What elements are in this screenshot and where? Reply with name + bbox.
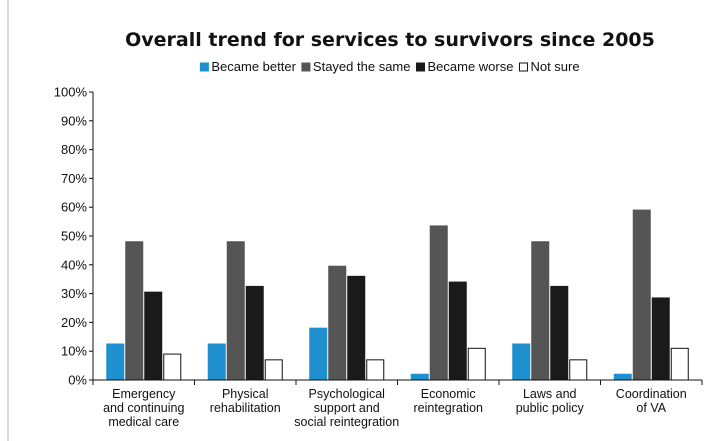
bar-stayed-the-same-coordination-of-va [632,209,651,381]
bar-stayed-the-same-physical-rehabilitation [226,241,245,381]
bar-became-worse-coordination-of-va [651,297,670,381]
bar-became-better-coordination-of-va [613,373,632,381]
bars-group [106,209,689,381]
x-category-label-line: Emergency [112,387,176,401]
x-category-label: Coordination of VA [616,387,687,415]
bar-became-worse-physical-rehabilitation [245,285,264,381]
y-tick-label: 100% [54,85,88,100]
bar-not-sure-psychological-support-and-social-reintegration [366,359,385,381]
x-category-label-line: reintegration [414,401,484,415]
bar-not-sure-emergency-and-continuing-medical-care [163,353,182,381]
legend-swatch-stayed-the-same [301,62,311,72]
bar-stayed-the-same-psychological-support-and-social-reintegration [328,265,347,381]
x-category-label-line: Coordination [616,387,687,401]
x-category-label-line: Economic [421,387,476,401]
legend-label-stayed-the-same: Stayed the same [313,59,411,74]
y-tick-label: 40% [61,257,87,272]
x-category-label-line: rehabilitation [210,401,281,415]
y-tick-label: 50% [61,229,87,244]
bar-not-sure-coordination-of-va [670,347,689,381]
y-tick-label: 30% [61,286,87,301]
bar-became-worse-laws-and-public-policy [550,285,569,381]
page-left-border [7,0,9,441]
legend-item-not-sure: Not sure [518,59,580,74]
x-category-label-line: and continuing [103,401,184,415]
bar-stayed-the-same-economic-reintegration [429,225,448,381]
x-category-label-line: medical care [108,415,179,429]
bar-not-sure-economic-reintegration [467,347,486,381]
bar-became-better-laws-and-public-policy [512,343,531,381]
x-category-label-line: public policy [516,401,585,415]
y-tick-label: 10% [61,344,87,359]
x-category-label-line: Laws and [523,387,577,401]
y-tick-label: 80% [61,142,87,157]
y-tick-label: 60% [61,200,87,215]
x-category-label: Economic reintegration [414,387,484,415]
y-tick-label: 20% [61,315,87,330]
y-tick-label: 90% [61,113,87,128]
x-category-label-line: of VA [636,401,666,415]
y-axis: 0% 10% 20% 30% 40% 50% 60% 70% 80% 90% 100% [54,85,94,388]
legend-item-stayed-the-same: Stayed the same [301,59,411,74]
bar-became-worse-psychological-support-and-social-reintegration [347,275,366,381]
bar-stayed-the-same-laws-and-public-policy [531,241,550,381]
x-axis: Emergency and continuing medical care Physi… [92,379,703,429]
x-category-label: Psychological support and social reintegra… [294,387,399,429]
bar-became-worse-economic-reintegration [448,281,467,381]
y-tick-label: 70% [61,171,87,186]
chart-legend: Became better Stayed the same Became worse… [199,59,580,74]
bar-not-sure-laws-and-public-policy [569,359,588,381]
bar-not-sure-physical-rehabilitation [264,359,283,381]
bar-became-better-physical-rehabilitation [207,343,226,381]
x-category-label-line: social reintegration [294,415,399,429]
legend-label-became-better: Became better [211,59,296,74]
legend-label-not-sure: Not sure [530,59,579,74]
x-category-label-line: support and [314,401,380,415]
legend-swatch-became-worse [415,62,425,72]
legend-label-became-worse: Became worse [427,59,513,74]
bar-stayed-the-same-emergency-and-continuing-medical-care [125,241,144,381]
legend-item-became-worse: Became worse [415,59,513,74]
bar-became-better-emergency-and-continuing-medical-care [106,343,125,381]
x-category-label-line: Psychological [309,387,385,401]
bar-became-better-economic-reintegration [410,373,429,381]
x-category-label: Physical rehabilitation [210,387,281,415]
x-category-label-line: Physical [222,387,269,401]
bar-became-worse-emergency-and-continuing-medical-care [144,291,163,381]
legend-swatch-not-sure [518,62,528,72]
y-tick-label: 0% [68,373,87,388]
legend-item-became-better: Became better [199,59,297,74]
chart-title: Overall trend for services to survivors … [125,29,655,51]
legend-swatch-became-better [199,62,209,72]
x-category-label: Emergency and continuing medical care [103,387,184,429]
bar-became-better-psychological-support-and-social-reintegration [309,327,328,381]
x-category-label: Laws and public policy [516,387,585,415]
